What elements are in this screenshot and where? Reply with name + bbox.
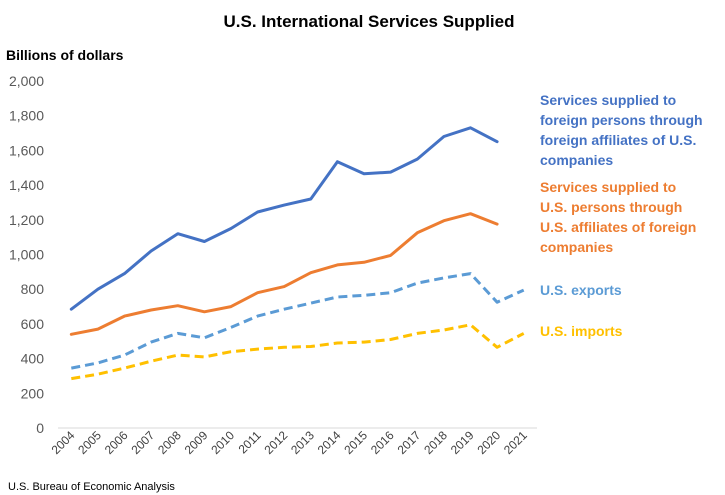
x-tick-label: 2012 (262, 428, 291, 457)
y-tick-label: 0 (36, 420, 44, 436)
x-tick-label: 2019 (448, 428, 477, 457)
x-axis-ticks: 2004200520062007200820092010201120122013… (49, 428, 530, 457)
series-lines (69, 126, 525, 381)
x-tick-label: 2004 (49, 428, 78, 457)
series-line-4 (71, 323, 525, 381)
x-tick-label: 2006 (102, 428, 131, 457)
y-tick-label: 2,000 (9, 73, 44, 89)
y-tick-label: 1,400 (9, 177, 44, 193)
y-tick-label: 200 (21, 385, 45, 401)
x-tick-label: 2008 (155, 428, 184, 457)
x-tick-label: 2005 (75, 428, 104, 457)
x-tick-label: 2021 (501, 428, 530, 457)
series-label-2: Services supplied to U.S. persons through… (540, 179, 696, 255)
series-label-1: Services supplied to foreign persons thro… (540, 92, 703, 168)
x-tick-label: 2007 (128, 428, 157, 457)
y-tick-label: 1,600 (9, 142, 44, 158)
series-labels: Services supplied to foreign persons thro… (540, 92, 703, 339)
y-tick-label: 600 (21, 316, 45, 332)
y-tick-label: 1,800 (9, 108, 44, 124)
x-tick-label: 2011 (236, 428, 264, 456)
series-label-3: U.S. exports (540, 282, 622, 298)
series-line-1 (69, 126, 499, 311)
x-tick-label: 2017 (395, 428, 424, 457)
series-line-3 (71, 272, 525, 370)
y-tick-label: 400 (21, 351, 45, 367)
y-tick-label: 800 (21, 281, 45, 297)
x-tick-label: 2010 (208, 428, 237, 457)
y-tick-label: 1,000 (9, 247, 44, 263)
series-label-4: U.S. imports (540, 323, 623, 339)
x-tick-label: 2013 (288, 428, 317, 457)
x-tick-label: 2014 (315, 428, 344, 457)
y-axis-label: Billions of dollars (6, 47, 124, 63)
x-tick-label: 2020 (474, 428, 503, 457)
series-line-2 (69, 212, 499, 336)
x-tick-label: 2016 (368, 428, 397, 457)
source-note: U.S. Bureau of Economic Analysis (8, 481, 175, 493)
chart-title: U.S. International Services Supplied (224, 12, 515, 31)
y-tick-label: 1,200 (9, 212, 44, 228)
y-axis-ticks: 0 200 400 600 800 1,000 1,200 1,400 1,600 1,800 2,… (9, 73, 44, 436)
x-tick-label: 2018 (421, 428, 450, 457)
x-tick-label: 2009 (182, 428, 211, 457)
x-tick-label: 2015 (341, 428, 370, 457)
